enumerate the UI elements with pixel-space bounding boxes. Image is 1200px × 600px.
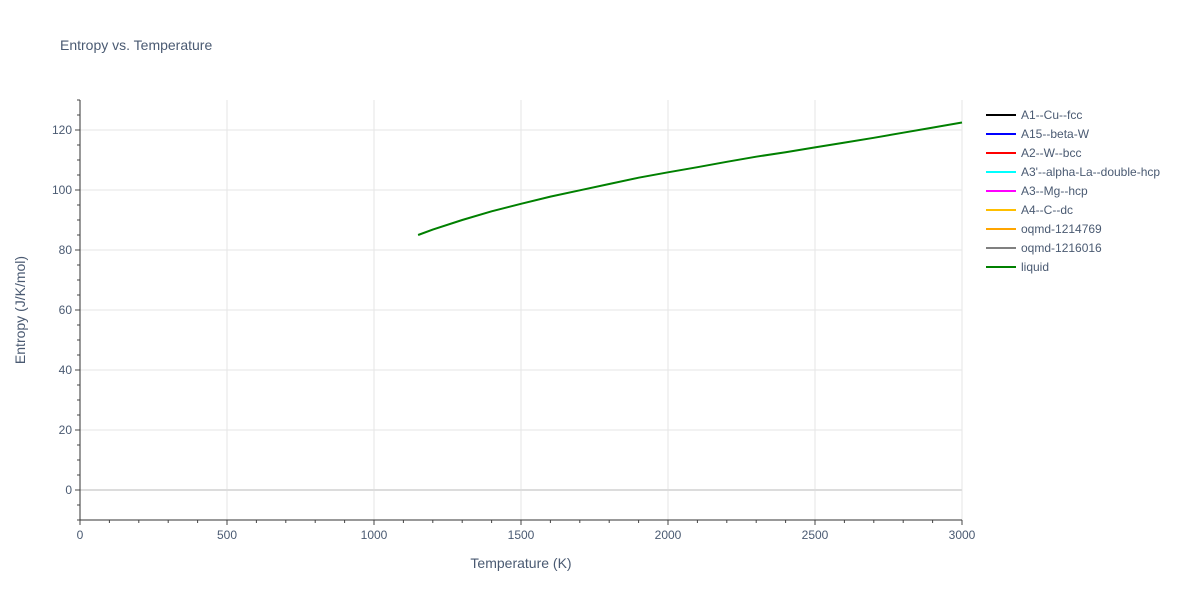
x-tick-label: 3000 (949, 528, 976, 542)
legend-label: oqmd-1216016 (1021, 241, 1102, 255)
legend-label: A15--beta-W (1021, 127, 1090, 141)
y-tick-label: 60 (59, 303, 73, 317)
y-tick-label: 40 (59, 363, 73, 377)
legend: A1--Cu--fcc A15--beta-W A2--W--bcc A3'--alp… (986, 108, 1160, 274)
legend-label: A2--W--bcc (1021, 146, 1081, 160)
y-axis-title: Entropy (J/K/mol) (12, 256, 28, 364)
plot-area (417, 121, 963, 236)
x-tick-label: 0 (77, 528, 84, 542)
chart-title: Entropy vs. Temperature (60, 37, 212, 53)
series-line-liquid (417, 121, 963, 236)
x-tick-label: 500 (217, 528, 237, 542)
legend-label: A3--Mg--hcp (1021, 184, 1088, 198)
x-tick-label: 2000 (655, 528, 682, 542)
legend-label: A3'--alpha-La--double-hcp (1021, 165, 1160, 179)
x-tick-label: 1500 (508, 528, 535, 542)
legend-label: liquid (1021, 260, 1049, 274)
y-tick-label: 120 (52, 123, 72, 137)
x-axis-title: Temperature (K) (470, 555, 571, 571)
legend-label: A1--Cu--fcc (1021, 108, 1082, 122)
y-tick-label: 80 (59, 243, 73, 257)
x-tick-label: 1000 (361, 528, 388, 542)
y-tick-label: 100 (52, 183, 72, 197)
y-tick-label: 20 (59, 423, 73, 437)
y-tick-label: 0 (65, 483, 72, 497)
legend-label: oqmd-1214769 (1021, 222, 1102, 236)
axes: 0 500 1000 1500 2000 2500 3000 0 20 40 60 80 100 120 (52, 99, 976, 542)
grid-lines (80, 100, 963, 520)
legend-label: A4--C--dc (1021, 203, 1073, 217)
x-tick-label: 2500 (802, 528, 829, 542)
